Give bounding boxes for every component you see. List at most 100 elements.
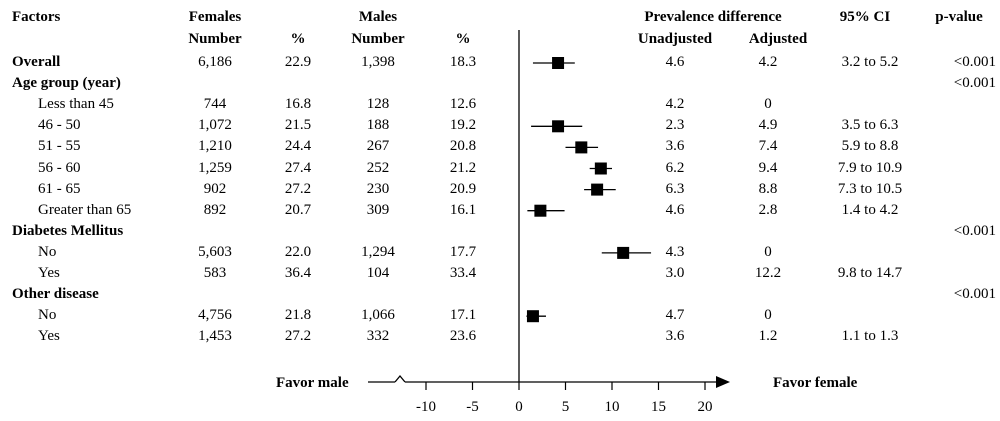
cell-females-pct: 27.2 [284,180,312,197]
cell-ci: 9.8 to 14.7 [837,265,903,281]
cell-adjusted: 0 [764,96,772,113]
cell-adjusted: 4.2 [758,54,778,70]
cell-unadjusted: 3.0 [665,265,685,281]
row-label: 46 - 50 [38,117,81,134]
cell-females-pct: 24.4 [284,138,312,155]
tick-label: 15 [651,399,666,415]
header-males: Males [358,9,398,25]
cell-females-number: 744 [203,96,227,113]
cell-males-pct: 20.8 [449,138,477,155]
cell-pvalue: <0.001 [953,75,996,92]
cell-adjusted: 12.2 [754,265,782,281]
row-label: No [38,307,57,324]
cell-females-number: 5,603 [198,243,232,260]
cell-males-pct: 23.6 [449,328,477,345]
header-females: Females [188,9,242,25]
tick-label: -5 [466,399,479,415]
cell-males-pct: 21.2 [449,159,477,176]
point-marker [552,120,565,133]
cell-adjusted: 0 [764,307,772,324]
header-unadjusted: Unadjusted [637,31,713,47]
cell-adjusted: 7.4 [758,138,778,155]
cell-males-pct: 16.1 [449,201,477,218]
row-label: Diabetes Mellitus [12,222,124,239]
cell-females-number: 1,259 [198,159,232,176]
row-label: 51 - 55 [38,138,81,155]
cell-unadjusted: 4.6 [665,54,685,70]
cell-males-pct: 33.4 [449,265,477,281]
header-pvalue: p-value [935,9,983,25]
row-label: Yes [38,328,60,345]
row-label: Yes [38,265,60,281]
cell-ci: 3.5 to 6.3 [841,117,899,134]
cell-females-number: 6,186 [198,54,232,70]
cell-ci: 1.1 to 1.3 [841,328,899,345]
point-marker [526,310,539,323]
cell-unadjusted: 3.6 [665,138,685,155]
cell-adjusted: 0 [764,243,772,260]
cell-ci: 5.9 to 8.8 [841,138,899,155]
row-label: Age group (year) [12,75,121,92]
cell-females-number: 1,453 [198,328,232,345]
row-label: 56 - 60 [38,159,81,176]
cell-adjusted: 4.9 [758,117,778,134]
cell-females-pct: 27.4 [284,159,312,176]
cell-males-pct: 20.9 [449,180,477,197]
header-males-number: Number [351,31,405,47]
cell-females-pct: 22.0 [284,243,312,260]
header-females-number: Number [188,31,242,47]
cell-males-number: 230 [366,180,390,197]
row-label: 61 - 65 [38,180,81,197]
cell-unadjusted: 4.7 [665,307,685,324]
axis-right-label: Favor female [773,375,858,391]
cell-adjusted: 8.8 [758,180,778,197]
cell-unadjusted: 4.3 [665,243,685,260]
point-marker [594,162,607,175]
cell-females-pct: 36.4 [284,265,312,281]
cell-females-pct: 27.2 [284,328,312,345]
header-factors: Factors [12,9,61,25]
point-marker [575,141,588,154]
cell-females-pct: 21.5 [284,117,312,134]
cell-unadjusted: 4.6 [665,201,685,218]
cell-pvalue: <0.001 [953,222,996,239]
cell-males-number: 252 [366,159,390,176]
cell-females-pct: 20.7 [284,201,312,218]
row-label: No [38,243,57,260]
row-label: Overall [12,54,61,70]
row-label: Other disease [12,286,99,303]
cell-pvalue: <0.001 [953,54,996,70]
cell-males-pct: 12.6 [449,96,477,113]
tick-label: 5 [562,399,570,415]
cell-males-number: 188 [366,117,390,134]
cell-males-number: 267 [366,138,390,155]
row-label: Less than 45 [38,96,114,113]
cell-pvalue: <0.001 [953,286,996,303]
cell-females-pct: 22.9 [284,54,312,70]
cell-ci: 7.9 to 10.9 [837,159,903,176]
cell-females-number: 1,072 [198,117,232,134]
tick-label: -10 [416,399,436,415]
cell-unadjusted: 4.2 [665,96,685,113]
cell-males-number: 332 [366,328,390,345]
cell-females-number: 1,210 [198,138,232,155]
cell-males-number: 104 [366,265,390,281]
cell-females-pct: 16.8 [284,96,312,113]
cell-males-number: 309 [366,201,390,218]
axis-left-label: Favor male [276,375,349,391]
point-marker [534,204,547,217]
header-ci: 95% CI [839,9,891,25]
cell-males-pct: 18.3 [449,54,477,70]
cell-males-number: 1,294 [361,243,395,260]
cell-unadjusted: 6.3 [665,180,685,197]
cell-unadjusted: 3.6 [665,328,685,345]
header-adjusted: Adjusted [748,31,808,47]
cell-females-number: 892 [203,201,227,218]
cell-males-pct: 17.7 [449,243,477,260]
cell-ci: 3.2 to 5.2 [841,54,899,70]
header-prevalence-difference: Prevalence difference [644,9,782,25]
cell-males-number: 1,398 [361,54,395,70]
cell-males-pct: 17.1 [449,307,477,324]
cell-females-number: 902 [203,180,227,197]
